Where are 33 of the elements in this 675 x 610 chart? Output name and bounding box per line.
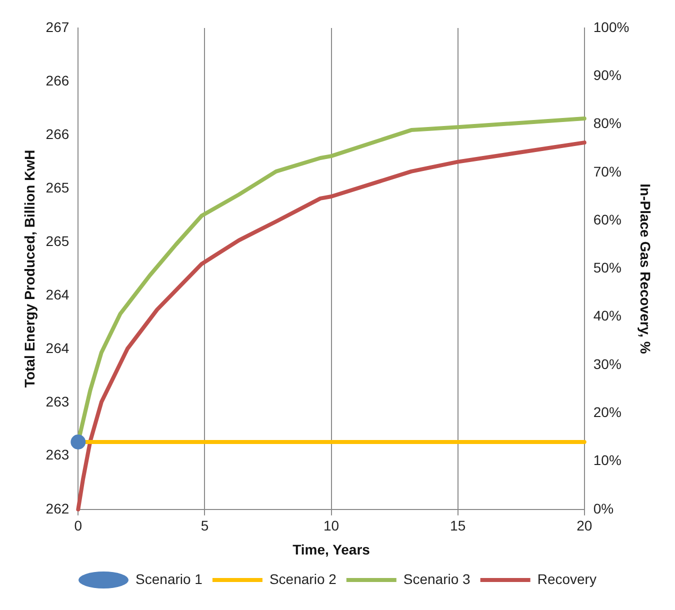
- y-tick-label: 262: [46, 500, 70, 516]
- y2-tick-label: 60%: [593, 211, 622, 228]
- y2-tick-label: 10%: [593, 452, 622, 468]
- legend-label: Scenario 3: [403, 570, 471, 587]
- y2-tick-label: 100%: [593, 18, 630, 35]
- y-tick-label: 265: [46, 179, 70, 196]
- y2-tick-label: 20%: [593, 404, 622, 420]
- y-tick-label: 264: [46, 340, 70, 356]
- y-tick-label: 264: [46, 286, 70, 302]
- x-tick-label: 5: [200, 518, 209, 534]
- y2-tick-label: 80%: [593, 115, 622, 132]
- y2-tick-label: 40%: [593, 308, 622, 324]
- legend-label: Scenario 1: [136, 570, 203, 587]
- y2-tick-label: 0%: [593, 500, 614, 516]
- x-tick-label: 15: [450, 518, 466, 534]
- y2-tick-label: 50%: [593, 260, 622, 276]
- legend-label: Recovery: [537, 570, 596, 587]
- y-tick-label: 266: [46, 72, 70, 88]
- x-tick-label: 0: [74, 518, 82, 534]
- y-tick-label: 263: [46, 446, 70, 463]
- y-tick-label: 267: [46, 18, 70, 35]
- y-tick-label: 263: [46, 393, 70, 410]
- x-tick-label: 10: [323, 518, 340, 534]
- y-axis-title: Total Energy Produced, Billion KwH: [21, 150, 38, 388]
- y2-axis-title: In-Place Gas Recovery, %: [638, 184, 654, 354]
- x-tick-label: 20: [576, 518, 592, 534]
- y2-tick-label: 90%: [593, 67, 622, 83]
- y2-tick-label: 30%: [593, 356, 622, 372]
- legend-label: Scenario 2: [269, 570, 337, 587]
- y2-tick-label: 70%: [593, 163, 622, 180]
- y-tick-label: 265: [46, 232, 70, 249]
- y-tick-label: 266: [46, 126, 70, 142]
- x-axis-title: Time, Years: [292, 541, 370, 558]
